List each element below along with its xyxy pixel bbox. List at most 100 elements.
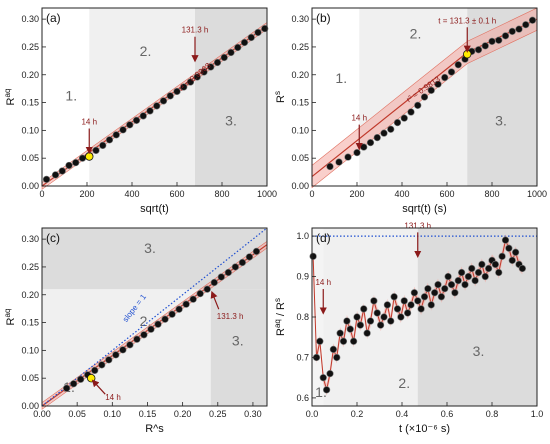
data-point: [431, 289, 439, 297]
data-point: [427, 86, 435, 94]
data-point: [501, 236, 510, 244]
x-tick-label: 800: [484, 189, 499, 199]
data-point: [240, 38, 249, 47]
y-tick-label: 0.15: [291, 98, 309, 108]
region-label: 1.: [315, 384, 327, 400]
data-point: [515, 25, 523, 33]
data-point: [512, 248, 520, 256]
y-tick-label: 0.20: [21, 290, 39, 300]
data-point: [373, 309, 381, 317]
data-point: [224, 268, 232, 277]
data-point: [366, 139, 375, 147]
y-tick-label: 0.15: [21, 98, 39, 108]
data-point: [161, 315, 169, 323]
y-tick-label: 1.0: [296, 231, 309, 241]
data-point: [370, 297, 378, 305]
panel-label: (a): [46, 11, 61, 25]
data-point: [474, 268, 483, 277]
data-point: [252, 247, 261, 255]
data-point: [175, 305, 183, 313]
y-axis-label: Raq / Rs: [273, 298, 288, 336]
data-point: [72, 159, 80, 167]
data-point: [247, 33, 255, 42]
data-point: [417, 305, 425, 313]
data-point: [112, 351, 120, 359]
annotation-label: t = 131.3 ± 0.1 h: [438, 16, 496, 25]
highlight-point: [87, 373, 96, 383]
region-3-shade: [417, 228, 537, 406]
highlight-point: [85, 152, 94, 161]
data-point: [522, 21, 530, 29]
x-tick-label: 200: [79, 189, 94, 199]
x-tick-label: 400: [124, 189, 139, 199]
data-point: [377, 321, 385, 329]
arrow: [210, 290, 220, 310]
data-point: [173, 87, 181, 96]
data-point: [353, 313, 361, 321]
data-point: [393, 305, 402, 313]
arrow: [91, 379, 106, 395]
data-point: [410, 289, 418, 297]
data-point: [159, 97, 168, 105]
x-tick-label: 0.10: [104, 409, 122, 419]
slope-1-line: [41, 227, 268, 407]
data-point: [180, 83, 188, 91]
data-point: [70, 380, 78, 388]
x-tick-label: 0.4: [396, 409, 409, 419]
data-point: [447, 281, 456, 289]
data-point: [451, 289, 459, 297]
region-label: 2.: [410, 25, 422, 41]
data-point: [309, 252, 317, 260]
data-point: [213, 58, 222, 67]
panel-label: (d): [316, 231, 331, 245]
x-tick-label: 1.0: [531, 409, 544, 419]
data-point: [414, 101, 422, 109]
region-1-shade: [312, 228, 324, 406]
data-point: [350, 337, 358, 345]
data-point: [458, 268, 466, 277]
x-tick-label: 0: [39, 189, 44, 199]
y-axis-label: Rs: [273, 91, 288, 103]
y-tick-label: 0.05: [21, 373, 39, 383]
data-point: [323, 386, 331, 394]
region-label: 2.: [140, 43, 152, 59]
y-tick-label: 0.10: [21, 345, 39, 355]
x-tick-label: 0: [309, 189, 314, 199]
data-point: [407, 108, 415, 116]
x-tick-label: 400: [394, 189, 409, 199]
data-point: [380, 129, 388, 137]
data-point: [333, 353, 341, 362]
data-point: [91, 366, 99, 375]
x-axis-label: sqrt(t): [140, 203, 169, 215]
data-point: [65, 161, 73, 170]
y-tick-label: 0.20: [21, 70, 39, 80]
data-point: [77, 375, 85, 383]
data-point: [217, 273, 225, 281]
data-point: [58, 167, 66, 175]
data-point: [420, 293, 429, 301]
plot-frame: [41, 7, 268, 187]
plot-frame: [41, 227, 268, 407]
data-point: [495, 36, 503, 44]
y-tick-label: 0.05: [21, 153, 39, 163]
data-point: [147, 325, 155, 333]
data-point: [336, 329, 344, 337]
data-point: [154, 320, 162, 328]
data-point: [126, 121, 134, 129]
panel-label: (b): [316, 11, 331, 25]
x-tick-label: 1000: [527, 189, 547, 199]
data-point: [99, 141, 107, 149]
data-point: [444, 272, 452, 281]
annotation-label: 131.3 h: [404, 221, 431, 230]
y-tick-label: 0.8: [296, 312, 309, 322]
plot-frame: [311, 7, 538, 187]
y-tick-label: 0.10: [21, 125, 39, 135]
data-point: [387, 317, 395, 325]
data-point: [140, 331, 148, 339]
x-tick-label: 1000: [257, 189, 277, 199]
data-point: [360, 143, 368, 151]
data-point: [474, 46, 483, 54]
data-point: [166, 92, 174, 100]
